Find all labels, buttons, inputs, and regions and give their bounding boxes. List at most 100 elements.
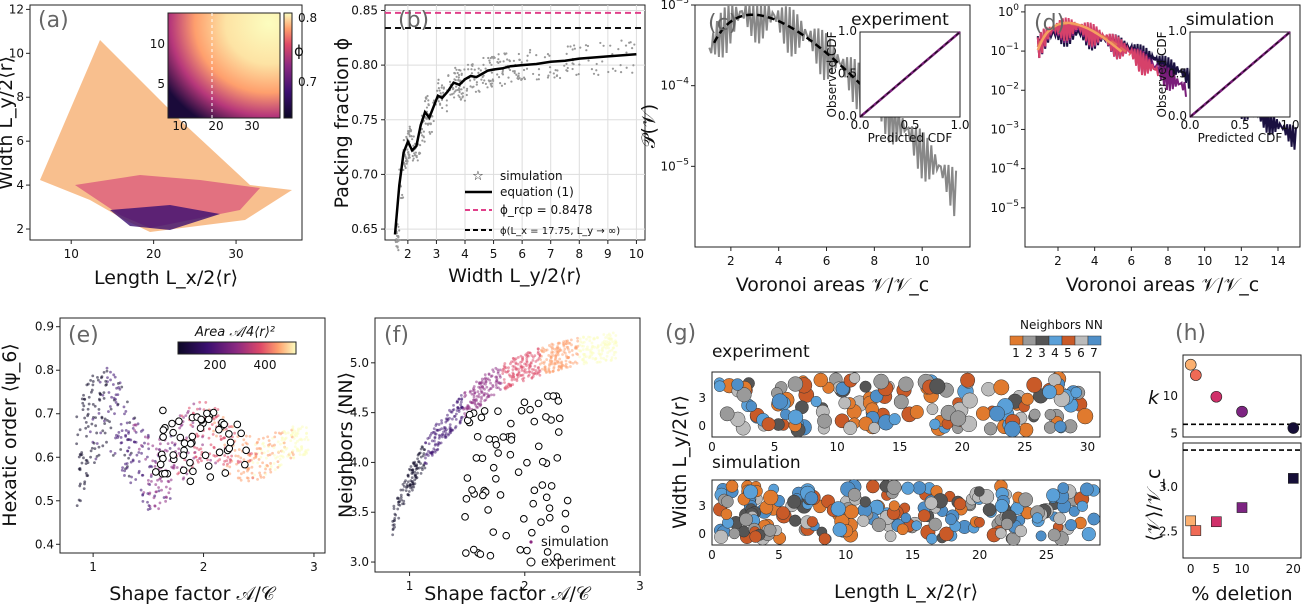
- panel-f-sim-point: [482, 382, 486, 385]
- panel-b-sim-point: [474, 90, 478, 93]
- panel-b-sim-point: [619, 64, 622, 67]
- panel-f-sim-point: [521, 356, 525, 359]
- panel-e-sim-point: [306, 448, 310, 452]
- panel-e-exp-point: [225, 430, 233, 438]
- panel-b-xtick: 8: [575, 247, 583, 261]
- panel-e-sim-point: [187, 406, 191, 410]
- panel-e-sim-point: [82, 456, 85, 460]
- panel-e-sim-point: [147, 447, 151, 451]
- panel-e-sim-point: [255, 447, 259, 451]
- panel-f-sim-point: [437, 440, 441, 444]
- panel-e-sim-point: [153, 464, 157, 468]
- panel-d-xlabel: Voronoi areas 𝒱/𝒱_c: [1066, 274, 1259, 296]
- panel-f-sim-point: [494, 383, 498, 387]
- panel-f-exp-point: [537, 518, 545, 526]
- panel-e-sim-point: [123, 469, 127, 473]
- panel-e-sim-point: [148, 465, 151, 469]
- panel-f-sim-point: [427, 449, 430, 453]
- panel-e-sim-point: [295, 431, 299, 435]
- panel-b-sim-point: [437, 86, 440, 90]
- panel-b-sim-point: [449, 93, 452, 96]
- panel-b-sim-point: [412, 144, 415, 147]
- panel-e-exp-point: [180, 439, 189, 448]
- panel-g-cbar-segment: [1087, 335, 1102, 346]
- panel-e-sim-point: [83, 397, 87, 401]
- panel-e-sim-point: [219, 434, 223, 438]
- panel-f-sim-point: [457, 397, 461, 401]
- panel-f-sim-point: [479, 382, 482, 386]
- panel-a-inset-xtick: 30: [244, 119, 259, 133]
- panel-e-sim-point: [262, 444, 266, 448]
- panel-f-sim-point: [536, 371, 540, 375]
- panel-e-sim-point: [141, 445, 144, 448]
- panel-f-sim-point: [411, 482, 415, 486]
- panel-e-exp-point: [189, 467, 197, 476]
- panel-f-sim-point: [430, 439, 434, 443]
- panel-a-ylabel: Width L_y/2⟨r⟩: [0, 56, 17, 190]
- panel-e-sim-point: [266, 435, 270, 439]
- panel-e-sim-point: [103, 422, 107, 426]
- panel-f-sim-point: [444, 432, 448, 435]
- panel-f-sim-point: [603, 342, 606, 345]
- panel-h-v-point: [1190, 525, 1202, 536]
- panel-e-sim-point: [233, 431, 237, 435]
- panel-f-sim-point: [526, 354, 530, 358]
- panel-f-sim-point: [581, 348, 585, 352]
- panel-b-sim-point: [556, 69, 559, 72]
- panel-f-sim-point: [496, 368, 500, 372]
- panel-f-sim-point: [416, 471, 419, 475]
- panel-f-sim-point: [516, 356, 520, 359]
- panel-f-sim-point: [479, 402, 483, 406]
- panel-b-xtick: 10: [629, 247, 644, 261]
- panel-d-xtick: 4: [1091, 254, 1099, 268]
- panel-e-sim-point: [153, 504, 157, 508]
- panel-c-ylabel: 𝒫(𝒱): [638, 104, 660, 148]
- panel-f-sim-point: [556, 342, 560, 345]
- panel-b-sim-point: [456, 71, 459, 75]
- panel-a-inset-xtick: 20: [208, 119, 223, 133]
- panel-b-sim-point: [454, 78, 457, 82]
- panel-b-sim-point: [407, 153, 410, 156]
- panel-c-inset-xtick: 0.5: [900, 118, 919, 132]
- panel-e-sim-point: [116, 393, 120, 397]
- panel-a-inset-cbar-tick: 0.7: [298, 75, 317, 89]
- panel-e-sim-point: [158, 501, 162, 505]
- panel-e-sim-point: [169, 478, 173, 482]
- panel-e-sim-point: [305, 426, 308, 430]
- panel-f-exp-point: [534, 399, 543, 408]
- panel-c-xtick: 8: [871, 254, 879, 268]
- panel-h-xtick: 5: [1213, 562, 1221, 576]
- panel-e-sim-point: [291, 453, 295, 456]
- panel-f-sim-point: [392, 523, 396, 526]
- panel-f-sim-point: [452, 403, 455, 407]
- panel-f-sim-point: [507, 366, 510, 370]
- panel-b-xlabel: Width L_y/2⟨r⟩: [448, 265, 582, 287]
- panel-f-sim-point: [422, 448, 426, 451]
- panel-b-sim-point: [516, 75, 520, 78]
- panel-e-sim-point: [273, 435, 277, 439]
- panel-f-sim-point: [591, 357, 595, 360]
- panel-h-top-ytick: 10: [1163, 389, 1178, 403]
- panel-g-disc: [1081, 527, 1096, 542]
- panel-e-sim-point: [272, 446, 276, 450]
- panel-f-sim-point: [470, 392, 474, 396]
- panel-g-disc: [761, 417, 776, 432]
- panel-b-sim-point: [471, 86, 474, 89]
- panel-e-sim-point: [257, 457, 261, 461]
- panel-g-disc: [926, 533, 938, 545]
- panel-b-sim-point: [566, 66, 569, 70]
- panel-f-sim-point: [440, 427, 444, 431]
- panel-b-ytick: 0.85: [351, 3, 378, 17]
- panel-e-sim-point: [183, 458, 186, 462]
- panel-e-sim-point: [146, 478, 150, 482]
- panel-g-disc: [859, 496, 871, 508]
- panel-a-ytick: 10: [9, 46, 24, 60]
- panel-e-sim-point: [267, 439, 271, 442]
- panel-e-sim-point: [83, 416, 87, 420]
- panel-b-sim-point: [469, 85, 472, 88]
- panel-e-exp-point: [196, 424, 205, 432]
- panel-b-sim-point: [513, 70, 516, 73]
- panel-e-sim-point: [239, 472, 243, 476]
- panel-f-sim-point: [606, 336, 610, 340]
- panel-e-sim-point: [175, 466, 179, 469]
